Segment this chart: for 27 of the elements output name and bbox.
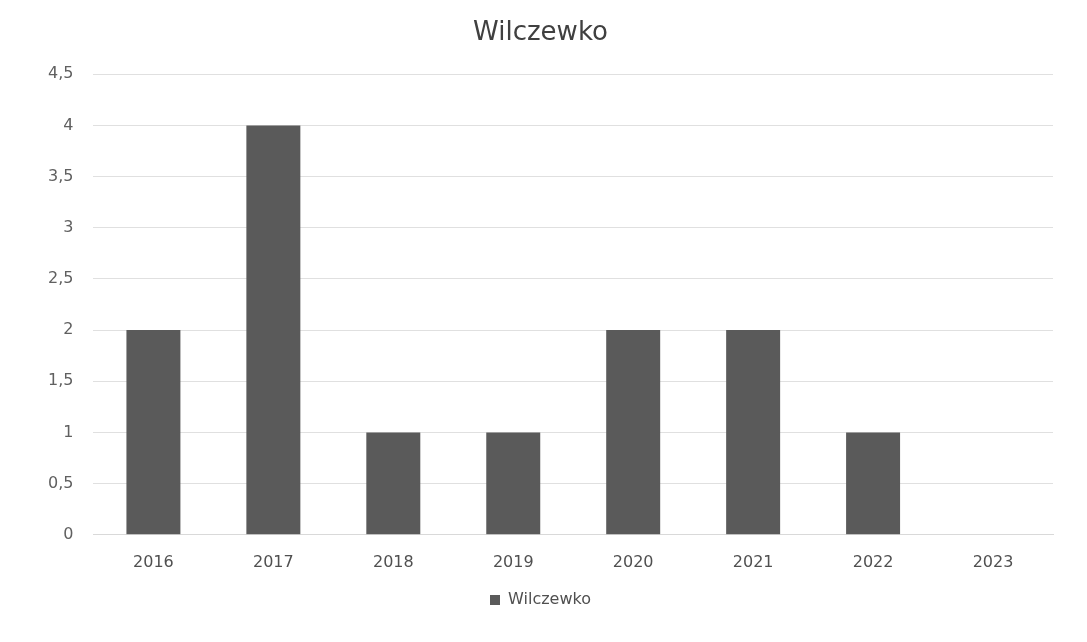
y-tick-label: 3,5: [47, 165, 74, 185]
chart-title: Wilczewko: [473, 16, 608, 47]
x-tick-label: 2021: [732, 551, 774, 571]
y-tick-label: 1: [63, 421, 74, 441]
y-tick-label: 4,5: [47, 63, 74, 83]
y-tick-label: 2: [63, 319, 74, 339]
y-tick-label: 2,5: [47, 268, 74, 288]
x-tick-label: 2022: [852, 551, 894, 571]
bar: [126, 330, 181, 535]
x-tick-label: 2017: [253, 551, 294, 571]
x-tick-label: 2019: [492, 551, 534, 571]
bar: [246, 125, 301, 535]
y-tick-label: 4: [63, 114, 74, 134]
legend-label: Wilczewko: [508, 589, 591, 609]
bar: [486, 432, 541, 535]
bar: [606, 330, 661, 535]
bar: [726, 330, 781, 535]
x-tick-label: 2018: [372, 551, 414, 571]
bar: [366, 432, 421, 535]
bar: [846, 432, 901, 535]
x-tick-label: 2016: [133, 551, 174, 571]
x-tick-label: 2023: [972, 551, 1014, 571]
y-tick-label: 0,5: [47, 472, 74, 492]
y-tick-label: 1,5: [47, 370, 74, 390]
x-tick-label: 2020: [612, 551, 654, 571]
y-tick-label: 3: [63, 216, 74, 236]
y-tick-label: 0: [63, 523, 74, 543]
